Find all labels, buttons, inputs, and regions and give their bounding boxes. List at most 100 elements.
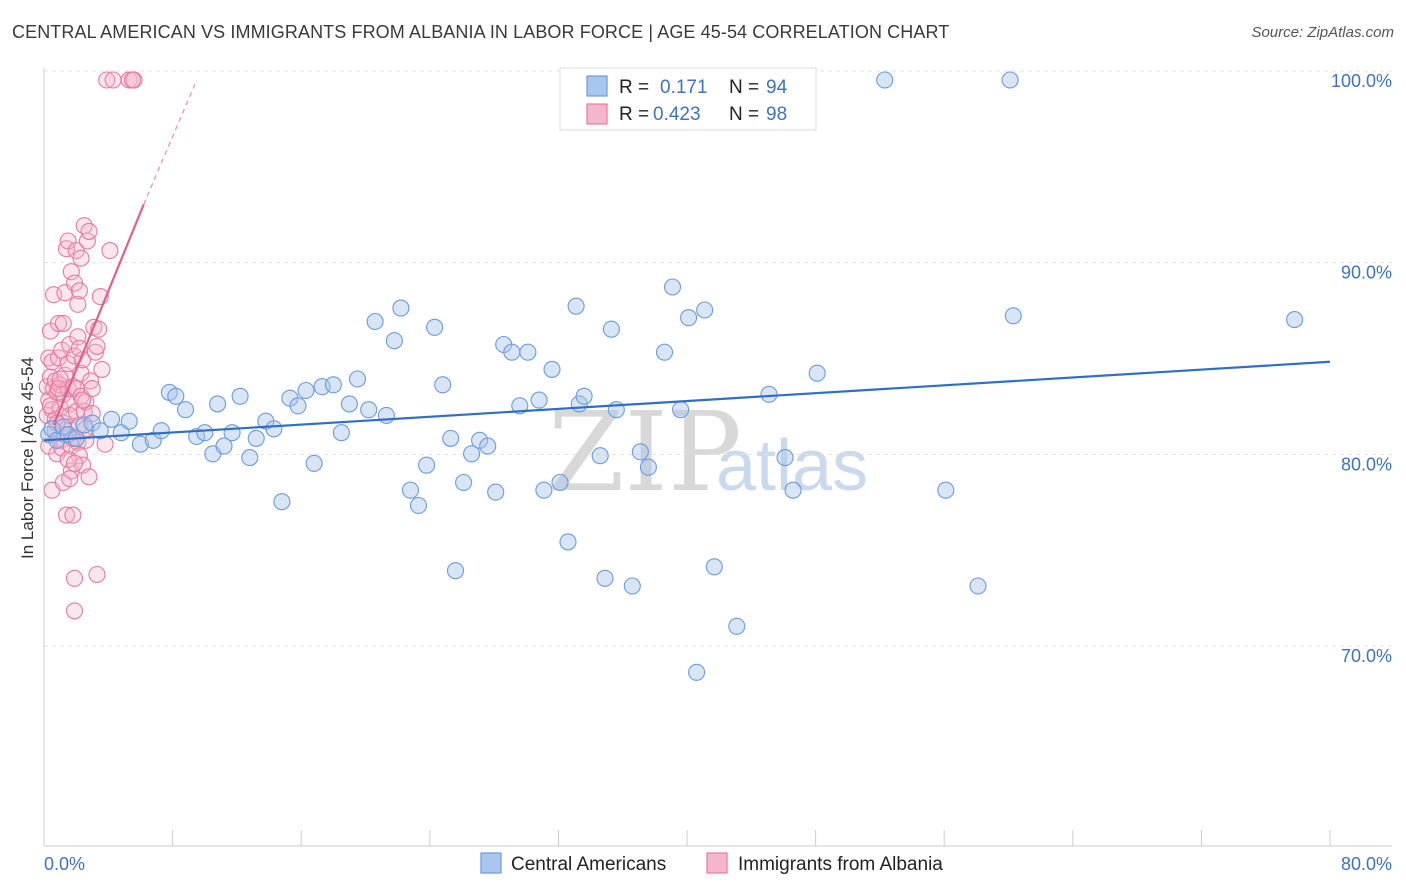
central-american-point (680, 309, 698, 327)
central-american-point (463, 445, 481, 463)
central-american-point (102, 410, 121, 428)
central-american-point (596, 569, 614, 587)
top-legend: R = 0.171 N = 94 R = 0.423 N = 98 (559, 67, 817, 131)
y-tick-label-70: 70.0% (1341, 646, 1392, 666)
central-american-point (487, 483, 505, 501)
albania-point (86, 343, 104, 361)
central-american-point (196, 424, 214, 442)
albania-point (72, 249, 90, 267)
albania-point (64, 506, 82, 524)
legend-r-label-pink: R = (619, 104, 649, 125)
central-american-point (688, 663, 706, 681)
central-american-point (209, 395, 227, 413)
central-american-point (273, 493, 291, 511)
watermark-atlas: atlas (716, 426, 868, 506)
central-american-point (131, 435, 149, 453)
central-american-point (808, 364, 826, 382)
central-american-point (663, 278, 682, 296)
albania-point (69, 295, 87, 313)
legend-swatch-blue (586, 75, 608, 97)
central-american-point (120, 412, 138, 430)
legend-r-value-blue: 0.171 (660, 77, 708, 98)
central-american-point (152, 422, 170, 440)
bottom-legend: Central Americans Immigrants from Albani… (480, 852, 943, 875)
albania-point (41, 397, 59, 415)
albania-point (65, 569, 84, 587)
central-american-point (602, 320, 620, 338)
central-american-point (969, 577, 987, 595)
bottom-legend-swatch-blue (480, 852, 502, 874)
albania-point (51, 370, 69, 388)
albania-point (88, 565, 106, 584)
central-american-point (401, 481, 420, 499)
central-american-point (876, 71, 894, 89)
central-american-point (728, 617, 746, 635)
albania-point (101, 242, 119, 260)
legend-n-label-pink: N = (729, 104, 759, 125)
albania-point (65, 602, 84, 620)
central-american-point (289, 397, 307, 415)
albania-point (80, 468, 98, 486)
central-american-point (409, 496, 428, 515)
albania-point (54, 314, 72, 332)
central-american-point (305, 454, 323, 472)
central-american-point (696, 301, 714, 319)
central-american-point (297, 381, 315, 400)
x-tick-label-max: 80.0% (1341, 854, 1392, 874)
central-american-point (519, 343, 537, 361)
central-american-point (639, 458, 657, 476)
central-american-point (392, 299, 410, 317)
central-american-point (455, 473, 473, 492)
central-american-point (247, 429, 265, 447)
central-american-point (188, 427, 206, 446)
central-american-trend-line (43, 360, 1331, 442)
central-american-point (426, 318, 444, 336)
central-american-point (332, 424, 350, 442)
y-tick-label-90: 90.0% (1341, 263, 1392, 283)
albania-point (80, 222, 98, 240)
central-american-point (479, 437, 497, 455)
legend-r-label-blue: R = (619, 77, 649, 98)
albania-point (61, 470, 79, 488)
albania-points (38, 71, 143, 620)
central-american-point (377, 406, 395, 424)
central-american-point (591, 447, 609, 465)
legend-n-value-blue: 94 (766, 77, 788, 98)
central-american-point (784, 481, 802, 499)
central-american-point (167, 387, 185, 405)
albania-point (104, 71, 122, 89)
central-american-point (360, 401, 378, 419)
albania-point (70, 282, 88, 300)
central-american-point (340, 395, 358, 413)
chart-title: CENTRAL AMERICAN VS IMMIGRANTS FROM ALBA… (12, 22, 950, 42)
central-american-point (551, 473, 569, 492)
albania-point (74, 391, 92, 409)
central-american-point (418, 456, 436, 474)
legend-n-value-pink: 98 (766, 104, 787, 125)
legend-swatch-pink (586, 103, 608, 125)
legend-r-value-pink: 0.423 (653, 104, 701, 125)
central-american-point (937, 481, 955, 499)
albania-point (88, 337, 106, 355)
albania-point (98, 71, 116, 89)
x-tick-label-min: 0.0% (44, 854, 85, 874)
central-american-point (559, 533, 577, 551)
central-american-point (1004, 307, 1022, 325)
central-american-point (215, 437, 233, 455)
central-american-point (348, 370, 367, 388)
central-american-point (705, 558, 723, 576)
central-american-points (40, 71, 1304, 681)
central-american-point (672, 401, 690, 419)
central-american-point (446, 562, 465, 580)
central-american-point (575, 387, 593, 405)
albania-point (49, 314, 68, 332)
central-american-point (543, 360, 561, 378)
central-american-point (366, 312, 384, 331)
central-american-point (530, 391, 548, 409)
albania-point (83, 380, 101, 398)
albania-point (123, 71, 141, 89)
y-axis-label: In Labor Force | Age 45-54 (18, 357, 37, 559)
central-american-point (1001, 71, 1019, 89)
legend-n-label-blue: N = (729, 77, 759, 98)
